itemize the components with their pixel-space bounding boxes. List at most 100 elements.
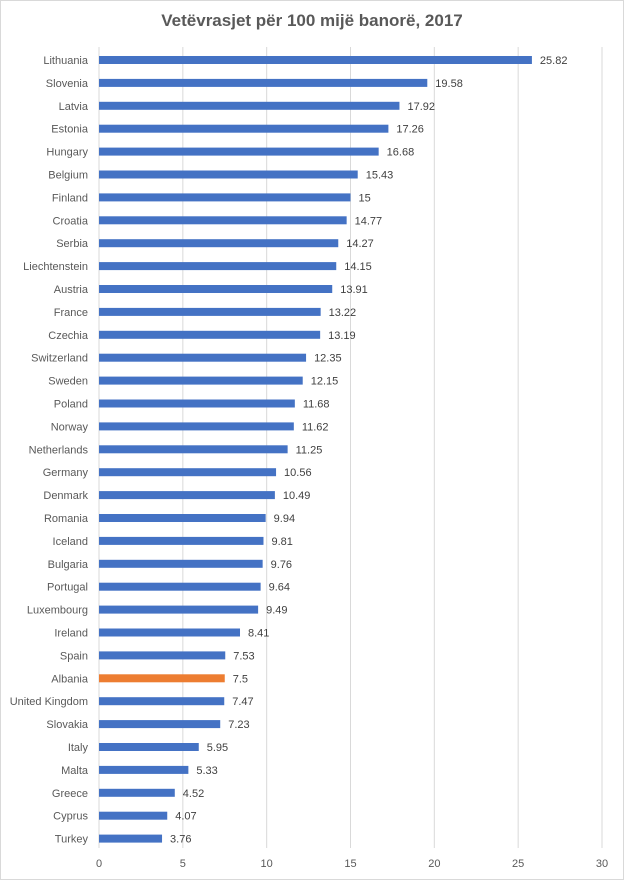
bar — [99, 559, 263, 568]
category-label: Estonia — [51, 124, 89, 136]
data-label: 9.49 — [266, 605, 287, 617]
data-label: 10.56 — [284, 467, 312, 479]
chart-title: Vetëvrasjet për 100 mijë banorë, 2017 — [161, 11, 463, 30]
data-label: 12.15 — [311, 376, 339, 388]
category-label: Ireland — [54, 628, 88, 640]
data-label: 13.91 — [340, 284, 368, 296]
category-label: Finland — [52, 192, 88, 204]
data-label: 9.76 — [271, 559, 292, 571]
data-label: 13.19 — [328, 330, 356, 342]
bar — [99, 834, 163, 843]
data-label: 9.64 — [269, 582, 290, 594]
bar — [99, 743, 199, 751]
category-label: Belgium — [48, 170, 88, 182]
category-label: Slovakia — [46, 719, 88, 731]
bar — [99, 101, 400, 110]
bar — [99, 330, 321, 339]
bar — [99, 468, 277, 477]
category-label: Latvia — [59, 101, 89, 113]
data-label: 5.33 — [196, 765, 217, 777]
category-label: Greece — [52, 788, 88, 800]
data-label: 19.58 — [435, 78, 463, 90]
data-label: 15 — [359, 192, 371, 204]
bar — [99, 170, 358, 179]
bar — [99, 582, 261, 591]
category-label: Poland — [54, 399, 88, 411]
bar — [99, 605, 259, 614]
category-label: Malta — [61, 765, 89, 777]
data-label: 11.62 — [302, 421, 329, 433]
bar — [99, 674, 225, 683]
bar — [99, 376, 303, 385]
x-tick-label: 20 — [428, 858, 440, 870]
category-label: Czechia — [48, 330, 89, 342]
category-label: Bulgaria — [48, 559, 89, 571]
data-label: 12.35 — [314, 353, 342, 365]
x-tick-label: 25 — [512, 858, 524, 870]
data-label: 5.95 — [207, 742, 228, 754]
category-label: Sweden — [48, 376, 88, 388]
data-label: 11.68 — [303, 399, 330, 411]
data-label: 15.43 — [366, 170, 394, 182]
category-label: Italy — [68, 742, 89, 754]
bar — [99, 788, 175, 797]
category-label: Liechtenstein — [23, 261, 88, 273]
data-label: 10.49 — [283, 490, 311, 502]
category-label: Hungary — [46, 147, 88, 159]
bar — [99, 628, 241, 637]
category-label: Austria — [54, 284, 89, 296]
category-label: Lithuania — [43, 55, 89, 67]
x-tick-label: 30 — [596, 858, 608, 870]
data-label: 17.26 — [396, 124, 424, 136]
x-tick-label: 15 — [344, 858, 356, 870]
bar — [99, 353, 307, 362]
category-label: Turkey — [55, 834, 89, 846]
bar — [99, 262, 337, 271]
category-label: Norway — [51, 421, 89, 433]
bar — [99, 56, 532, 64]
bar — [99, 124, 389, 133]
data-label: 13.22 — [329, 307, 357, 319]
x-tick-label: 5 — [180, 858, 186, 870]
category-label: Croatia — [53, 215, 89, 227]
category-label: Albania — [51, 673, 89, 685]
data-label: 7.53 — [233, 650, 254, 662]
category-label: Germany — [43, 467, 89, 479]
data-label: 4.52 — [183, 788, 204, 800]
bar — [99, 239, 339, 248]
data-label: 7.23 — [228, 719, 249, 731]
bar — [99, 536, 264, 545]
data-label: 7.5 — [233, 673, 248, 685]
bar — [99, 285, 333, 293]
data-label: 4.07 — [175, 811, 196, 823]
data-label: 9.81 — [271, 536, 292, 548]
bar — [99, 651, 226, 660]
bar — [99, 399, 295, 408]
category-label: Switzerland — [31, 353, 88, 365]
x-tick-label: 10 — [261, 858, 273, 870]
data-label: 3.76 — [170, 834, 191, 846]
data-label: 11.25 — [296, 444, 323, 456]
category-label: Slovenia — [46, 78, 89, 90]
bar — [99, 811, 168, 820]
bar — [99, 720, 221, 729]
bar — [99, 445, 288, 454]
data-label: 16.68 — [387, 147, 415, 159]
category-label: Spain — [60, 650, 88, 662]
category-label: Portugal — [47, 582, 88, 594]
bar — [99, 491, 275, 500]
category-label: France — [54, 307, 88, 319]
data-label: 14.15 — [344, 261, 372, 273]
category-label: United Kingdom — [10, 696, 88, 708]
category-label: Denmark — [43, 490, 88, 502]
category-label: Cyprus — [53, 811, 88, 823]
x-tick-label: 0 — [96, 858, 102, 870]
data-label: 25.82 — [540, 55, 568, 67]
bar — [99, 216, 347, 225]
data-label: 14.77 — [355, 215, 383, 227]
bar — [99, 514, 266, 522]
data-label: 8.41 — [248, 628, 269, 640]
data-label: 14.27 — [346, 238, 374, 250]
